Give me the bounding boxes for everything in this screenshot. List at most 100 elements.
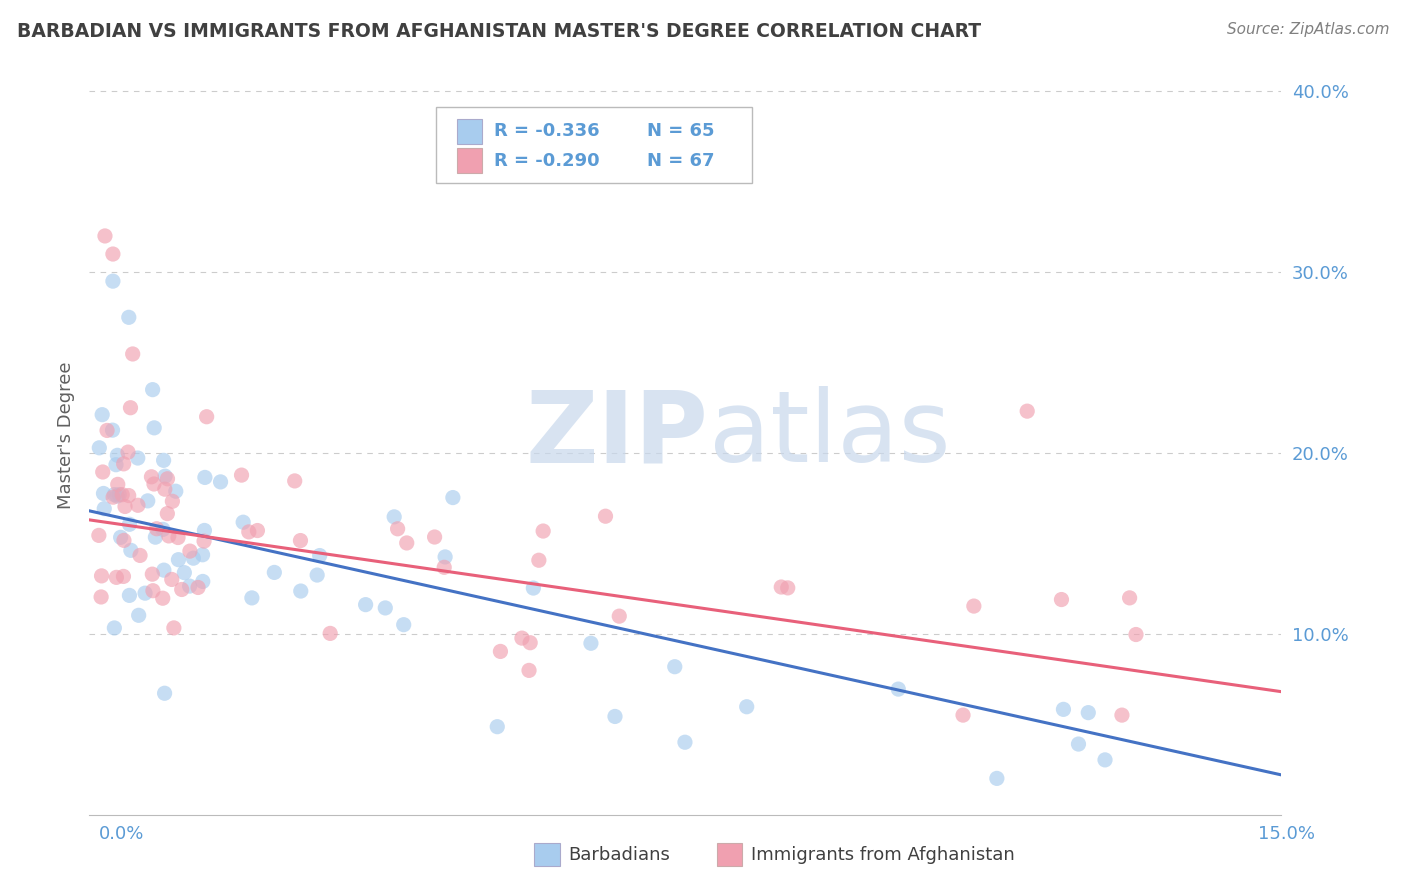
Point: [392, 617, 415, 632]
Point: [162, 494, 184, 508]
Point: [167, 552, 190, 566]
Point: [163, 621, 186, 635]
Point: [101, 274, 124, 288]
Point: [603, 709, 626, 723]
Point: [112, 533, 135, 548]
Point: [579, 636, 602, 650]
Point: [387, 522, 409, 536]
Y-axis label: Master's Degree: Master's Degree: [58, 361, 75, 508]
Point: [183, 551, 205, 566]
Point: [527, 553, 550, 567]
Point: [664, 659, 686, 673]
Text: R = -0.336: R = -0.336: [494, 122, 599, 140]
Point: [103, 488, 125, 502]
Point: [93, 486, 115, 500]
Point: [108, 487, 131, 501]
Text: BARBADIAN VS IMMIGRANTS FROM AFGHANISTAN MASTER'S DEGREE CORRELATION CHART: BARBADIAN VS IMMIGRANTS FROM AFGHANISTAN…: [17, 22, 981, 41]
Point: [173, 566, 195, 580]
Point: [118, 588, 141, 602]
Point: [127, 450, 149, 465]
Point: [105, 570, 128, 584]
Point: [517, 664, 540, 678]
Point: [433, 560, 456, 574]
Point: [103, 621, 125, 635]
Point: [121, 347, 143, 361]
Point: [120, 543, 142, 558]
Point: [374, 601, 396, 615]
Point: [1050, 592, 1073, 607]
Point: [112, 457, 135, 471]
Text: 0.0%: 0.0%: [98, 825, 143, 843]
Point: [128, 608, 150, 623]
Point: [952, 708, 974, 723]
Point: [90, 569, 112, 583]
Point: [127, 498, 149, 512]
Point: [104, 458, 127, 472]
Point: [93, 501, 115, 516]
Text: 15.0%: 15.0%: [1257, 825, 1315, 843]
Point: [112, 569, 135, 583]
Point: [136, 494, 159, 508]
Point: [607, 609, 630, 624]
Point: [238, 524, 260, 539]
Point: [522, 581, 544, 595]
Point: [986, 772, 1008, 786]
Point: [231, 468, 253, 483]
Point: [101, 490, 124, 504]
Point: [519, 636, 541, 650]
Point: [193, 534, 215, 549]
Point: [89, 441, 111, 455]
Point: [91, 408, 114, 422]
Point: [963, 599, 986, 613]
Point: [96, 424, 118, 438]
Point: [179, 579, 201, 593]
Point: [770, 580, 793, 594]
Point: [486, 720, 509, 734]
Point: [153, 563, 176, 577]
Point: [91, 465, 114, 479]
Point: [191, 548, 214, 562]
Point: [107, 448, 129, 462]
Point: [145, 530, 167, 544]
Point: [191, 574, 214, 589]
Point: [153, 686, 176, 700]
Point: [129, 549, 152, 563]
Point: [595, 509, 617, 524]
Point: [141, 567, 163, 582]
Point: [118, 310, 141, 325]
Point: [776, 581, 799, 595]
Point: [193, 524, 215, 538]
Point: [152, 591, 174, 606]
Point: [94, 229, 117, 244]
Point: [263, 566, 285, 580]
Point: [194, 470, 217, 484]
Point: [489, 644, 512, 658]
Point: [156, 472, 179, 486]
Point: [167, 531, 190, 545]
Point: [111, 488, 134, 502]
Point: [382, 509, 405, 524]
Point: [232, 515, 254, 529]
Point: [145, 522, 167, 536]
Point: [143, 421, 166, 435]
Point: [160, 573, 183, 587]
Point: [423, 530, 446, 544]
Text: N = 67: N = 67: [647, 152, 714, 169]
Point: [142, 383, 165, 397]
Point: [319, 626, 342, 640]
Point: [240, 591, 263, 605]
Point: [209, 475, 232, 489]
Point: [187, 581, 209, 595]
Point: [118, 517, 141, 532]
Point: [1094, 753, 1116, 767]
Point: [101, 423, 124, 437]
Point: [152, 453, 174, 467]
Point: [284, 474, 307, 488]
Point: [290, 533, 312, 548]
Point: [354, 598, 377, 612]
Point: [673, 735, 696, 749]
Point: [142, 583, 165, 598]
Point: [246, 524, 269, 538]
Point: [1125, 627, 1147, 641]
Point: [157, 529, 180, 543]
